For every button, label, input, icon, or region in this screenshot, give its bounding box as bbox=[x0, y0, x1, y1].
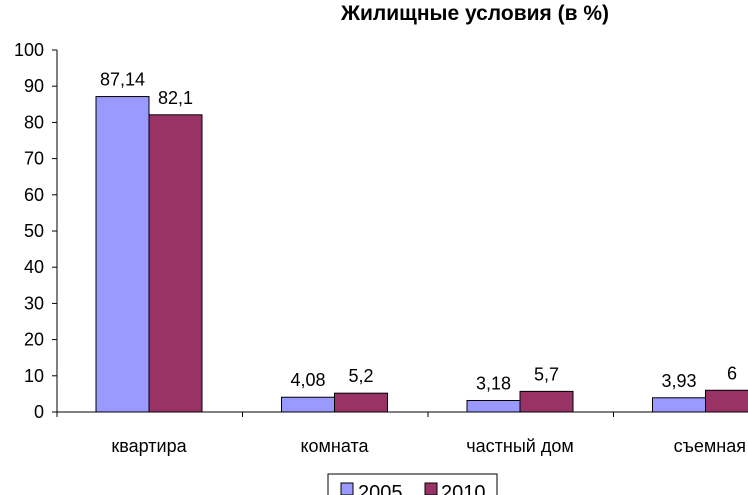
y-tick-label: 50 bbox=[24, 221, 44, 241]
x-axis: квартира комната частный дом съемная bbox=[56, 411, 748, 456]
data-label: 6 bbox=[727, 363, 737, 383]
bar-2005-1 bbox=[281, 396, 335, 413]
bar-2005-0 bbox=[95, 96, 150, 413]
data-label: 5,2 bbox=[348, 366, 373, 386]
y-tick-label: 70 bbox=[24, 149, 44, 169]
bar-2010-3 bbox=[705, 389, 748, 413]
data-label: 3,93 bbox=[661, 371, 696, 391]
x-category-label: квартира bbox=[111, 436, 187, 456]
data-label: 3,18 bbox=[476, 373, 511, 393]
bar-2005-2 bbox=[466, 399, 521, 413]
y-tick-label: 30 bbox=[24, 293, 44, 313]
legend-label-2010: 2010 bbox=[441, 482, 486, 495]
x-category-label: частный дом bbox=[466, 436, 573, 456]
y-axis: 0 10 20 30 40 50 60 70 80 90 100 bbox=[14, 40, 58, 422]
x-category-label: комната bbox=[300, 436, 369, 456]
y-tick-label: 100 bbox=[14, 40, 44, 60]
legend-swatch-2005 bbox=[340, 482, 354, 495]
y-tick-label: 20 bbox=[24, 330, 44, 350]
y-tick-label: 60 bbox=[24, 185, 44, 205]
bars bbox=[95, 96, 748, 413]
data-label: 4,08 bbox=[290, 370, 325, 390]
y-tick-label: 0 bbox=[34, 402, 44, 422]
bar-2005-3 bbox=[652, 397, 706, 413]
bar-2010-0 bbox=[148, 114, 203, 413]
data-labels: 87,14 4,08 3,18 3,93 82,1 5,2 5,7 6 bbox=[100, 70, 737, 394]
y-tick-label: 10 bbox=[24, 366, 44, 386]
data-label: 87,14 bbox=[100, 70, 145, 90]
legend: 2005 2010 bbox=[327, 473, 498, 495]
bar-2010-2 bbox=[519, 390, 574, 413]
bar-2010-1 bbox=[334, 392, 388, 413]
y-tick-label: 90 bbox=[24, 76, 44, 96]
chart-title: Жилищные условия (в %) bbox=[340, 2, 609, 25]
y-tick-label: 80 bbox=[24, 112, 44, 132]
x-category-label: съемная bbox=[674, 436, 746, 456]
data-label: 82,1 bbox=[158, 88, 193, 108]
data-label: 5,7 bbox=[534, 364, 559, 384]
legend-box bbox=[327, 473, 498, 495]
legend-label-2005: 2005 bbox=[358, 482, 403, 495]
y-tick-label: 40 bbox=[24, 257, 44, 277]
legend-swatch-2010 bbox=[424, 482, 438, 495]
